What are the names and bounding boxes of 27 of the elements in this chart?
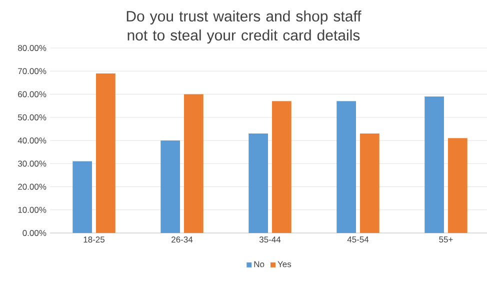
bar — [248, 134, 268, 233]
bar — [272, 101, 292, 233]
bar — [160, 140, 180, 233]
chart-title: Do you trust waiters and shop staff not to steal your credit card details — [126, 10, 362, 44]
bar — [424, 96, 444, 233]
y-tick-label: 0.00% — [22, 230, 46, 236]
legend-label: Yes — [278, 261, 292, 268]
bar — [96, 73, 116, 233]
legend-label: No — [254, 261, 264, 268]
y-tick-label: 60.00% — [18, 91, 46, 98]
bar — [184, 94, 204, 233]
y-tick-label: 80.00% — [18, 44, 46, 51]
x-tick-label: 55+ — [439, 236, 453, 242]
x-tick-label: 18-25 — [84, 236, 105, 243]
y-tick-label: 40.00% — [18, 137, 46, 144]
bar — [360, 134, 380, 233]
bar — [448, 138, 468, 233]
x-tick-label: 26-34 — [172, 236, 193, 243]
y-tick-label: 50.00% — [18, 114, 46, 120]
x-tick-label: 45-54 — [347, 236, 369, 242]
y-tick-label: 20.00% — [18, 184, 46, 190]
y-tick-label: 10.00% — [18, 206, 46, 213]
x-tick-label: 35-44 — [259, 236, 281, 243]
bar — [72, 161, 92, 233]
bar — [336, 101, 356, 233]
y-tick-label: 30.00% — [18, 160, 46, 167]
y-tick-label: 70.00% — [18, 68, 46, 74]
